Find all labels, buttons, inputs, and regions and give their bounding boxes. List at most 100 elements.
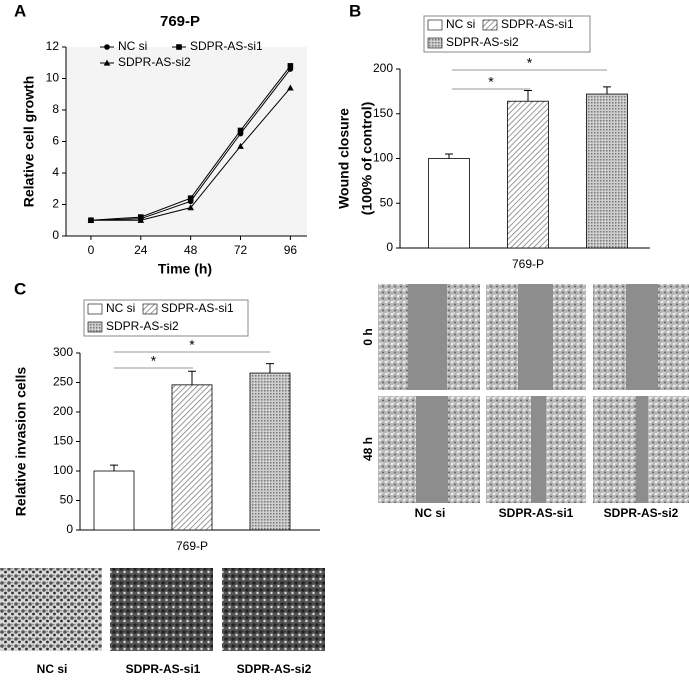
- bar: [249, 372, 291, 531]
- legend-label: SDPR-AS-si2: [106, 319, 179, 333]
- legend-label: NC si: [446, 17, 475, 31]
- cell-layer: [593, 396, 636, 503]
- cell-layer: [553, 284, 586, 390]
- legend-swatch: [142, 303, 158, 315]
- annotation: *: [527, 55, 533, 71]
- legend-swatch: [87, 303, 103, 315]
- y-tick-label: 100: [373, 151, 393, 165]
- error-bar: [603, 86, 611, 95]
- panel-label: A: [14, 1, 26, 20]
- y-axis-label: (100% of control): [359, 102, 375, 216]
- y-tick-label: 200: [53, 404, 73, 418]
- x-tick-label: 0: [88, 243, 95, 257]
- marker: [87, 216, 95, 223]
- y-tick-label: 0: [66, 522, 73, 536]
- cell-layer: [593, 284, 626, 390]
- y-tick-label: 150: [53, 434, 73, 448]
- x-tick-label: 72: [234, 243, 248, 257]
- legend-swatch: [482, 19, 498, 31]
- cell-layer: [378, 396, 416, 503]
- marker: [187, 204, 194, 211]
- legend-marker: [103, 59, 111, 66]
- legend-label: SDPR-AS-si1: [161, 301, 234, 315]
- cell-layer: [378, 284, 408, 390]
- cell-layer: [486, 284, 518, 390]
- cell-layer: [546, 396, 586, 503]
- micrograph: [110, 568, 213, 651]
- column-label: SDPR-AS-si1: [499, 506, 574, 520]
- micrograph: [0, 568, 102, 651]
- cell-layer: [486, 396, 531, 503]
- annotation: *: [151, 353, 157, 369]
- legend-label: SDPR-AS-si2: [118, 55, 191, 69]
- row-label: 0 h: [361, 328, 375, 345]
- legend-label: SDPR-AS-si1: [190, 39, 263, 53]
- bar: [586, 93, 628, 249]
- error-bar: [266, 363, 274, 374]
- legend-swatch: [427, 19, 443, 31]
- chart-title: 769-P: [160, 13, 200, 30]
- cell-layer: [448, 396, 480, 503]
- legend-marker: [104, 44, 110, 50]
- marker: [287, 84, 294, 91]
- y-tick-label: 12: [46, 39, 60, 53]
- y-tick-label: 50: [380, 195, 394, 209]
- legend-label: NC si: [118, 39, 147, 53]
- legend-label: NC si: [106, 301, 135, 315]
- y-tick-label: 50: [60, 493, 74, 507]
- y-tick-label: 6: [52, 134, 59, 148]
- marker: [237, 127, 244, 134]
- marker: [287, 63, 294, 69]
- legend-box: [423, 15, 591, 53]
- row-label: 48 h: [361, 437, 375, 461]
- y-tick-label: 200: [373, 61, 393, 75]
- x-tick-label: 96: [284, 243, 298, 257]
- x-tick-label: 769-P: [512, 257, 544, 271]
- y-tick-label: 100: [53, 463, 73, 477]
- y-tick-label: 300: [53, 345, 73, 359]
- column-label: NC si: [415, 506, 446, 520]
- panel-label: B: [349, 1, 361, 20]
- y-axis-label: Relative cell growth: [21, 76, 37, 207]
- panel-label: C: [14, 279, 26, 298]
- y-axis-label: Relative invasion cells: [13, 367, 29, 517]
- y-tick-label: 250: [53, 375, 73, 389]
- x-tick-label: 769-P: [176, 539, 208, 553]
- cell-layer: [447, 284, 480, 390]
- legend-label: SDPR-AS-si2: [446, 35, 519, 49]
- annotation: *: [488, 74, 494, 90]
- y-tick-label: 150: [373, 106, 393, 120]
- invasion-micrographs: NC si SDPR-AS-si1 SDPR-AS-si2: [0, 568, 325, 676]
- wound-micrographs: 0 h 48 h NC si SDPR-AS-si1 SDPR-AS-si2: [361, 284, 689, 520]
- cell-layer: [648, 396, 689, 503]
- legend-box: [83, 299, 249, 337]
- column-label: NC si: [37, 662, 68, 676]
- y-tick-label: 4: [52, 165, 59, 179]
- micrograph: [222, 568, 325, 651]
- column-label: SDPR-AS-si1: [126, 662, 201, 676]
- x-tick-label: 48: [184, 243, 198, 257]
- annotation: *: [189, 337, 195, 353]
- marker: [137, 216, 145, 223]
- y-tick-label: 8: [52, 102, 59, 116]
- bar: [93, 470, 135, 531]
- x-axis-label: Time (h): [158, 261, 212, 277]
- bar: [507, 100, 549, 249]
- legend-swatch: [87, 321, 103, 333]
- error-bar: [445, 153, 453, 159]
- bar: [171, 384, 213, 531]
- marker: [187, 195, 194, 201]
- y-tick-label: 2: [52, 197, 59, 211]
- x-tick-label: 24: [134, 243, 148, 257]
- bar: [428, 158, 470, 249]
- column-label: SDPR-AS-si2: [237, 662, 312, 676]
- error-bar: [110, 464, 118, 471]
- plot-area: [66, 47, 307, 236]
- cell-layer: [658, 284, 689, 390]
- y-axis-label: Wound closure: [336, 108, 352, 209]
- legend-label: SDPR-AS-si1: [501, 17, 574, 31]
- y-tick-label: 10: [46, 71, 60, 85]
- y-tick-label: 0: [386, 240, 393, 254]
- y-tick-label: 0: [52, 228, 59, 242]
